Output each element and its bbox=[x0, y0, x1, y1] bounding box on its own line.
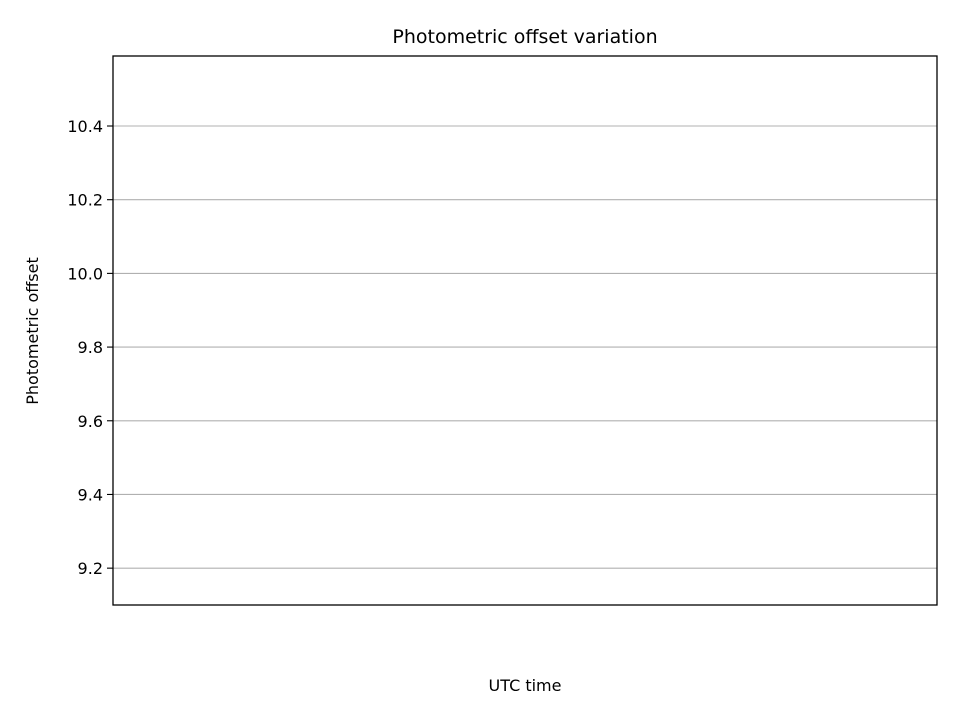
y-axis-label: Photometric offset bbox=[23, 257, 42, 405]
grid bbox=[113, 125, 937, 569]
plot-frame bbox=[112, 55, 938, 606]
y-tick-label: 9.4 bbox=[78, 485, 103, 504]
chart-title: Photometric offset variation bbox=[392, 26, 657, 48]
y-tick-label: 10.0 bbox=[67, 264, 103, 283]
y-tick-label: 10.4 bbox=[67, 117, 103, 136]
y-tick-label: 10.2 bbox=[67, 191, 103, 210]
y-axis: 9.2 9.4 9.6 9.8 10.0 10.2 10.4 bbox=[67, 117, 113, 578]
y-tick-label: 9.6 bbox=[78, 412, 103, 431]
y-tick-label: 9.8 bbox=[78, 338, 103, 357]
y-tick-label: 9.2 bbox=[78, 559, 103, 578]
x-axis-label: UTC time bbox=[489, 676, 562, 695]
